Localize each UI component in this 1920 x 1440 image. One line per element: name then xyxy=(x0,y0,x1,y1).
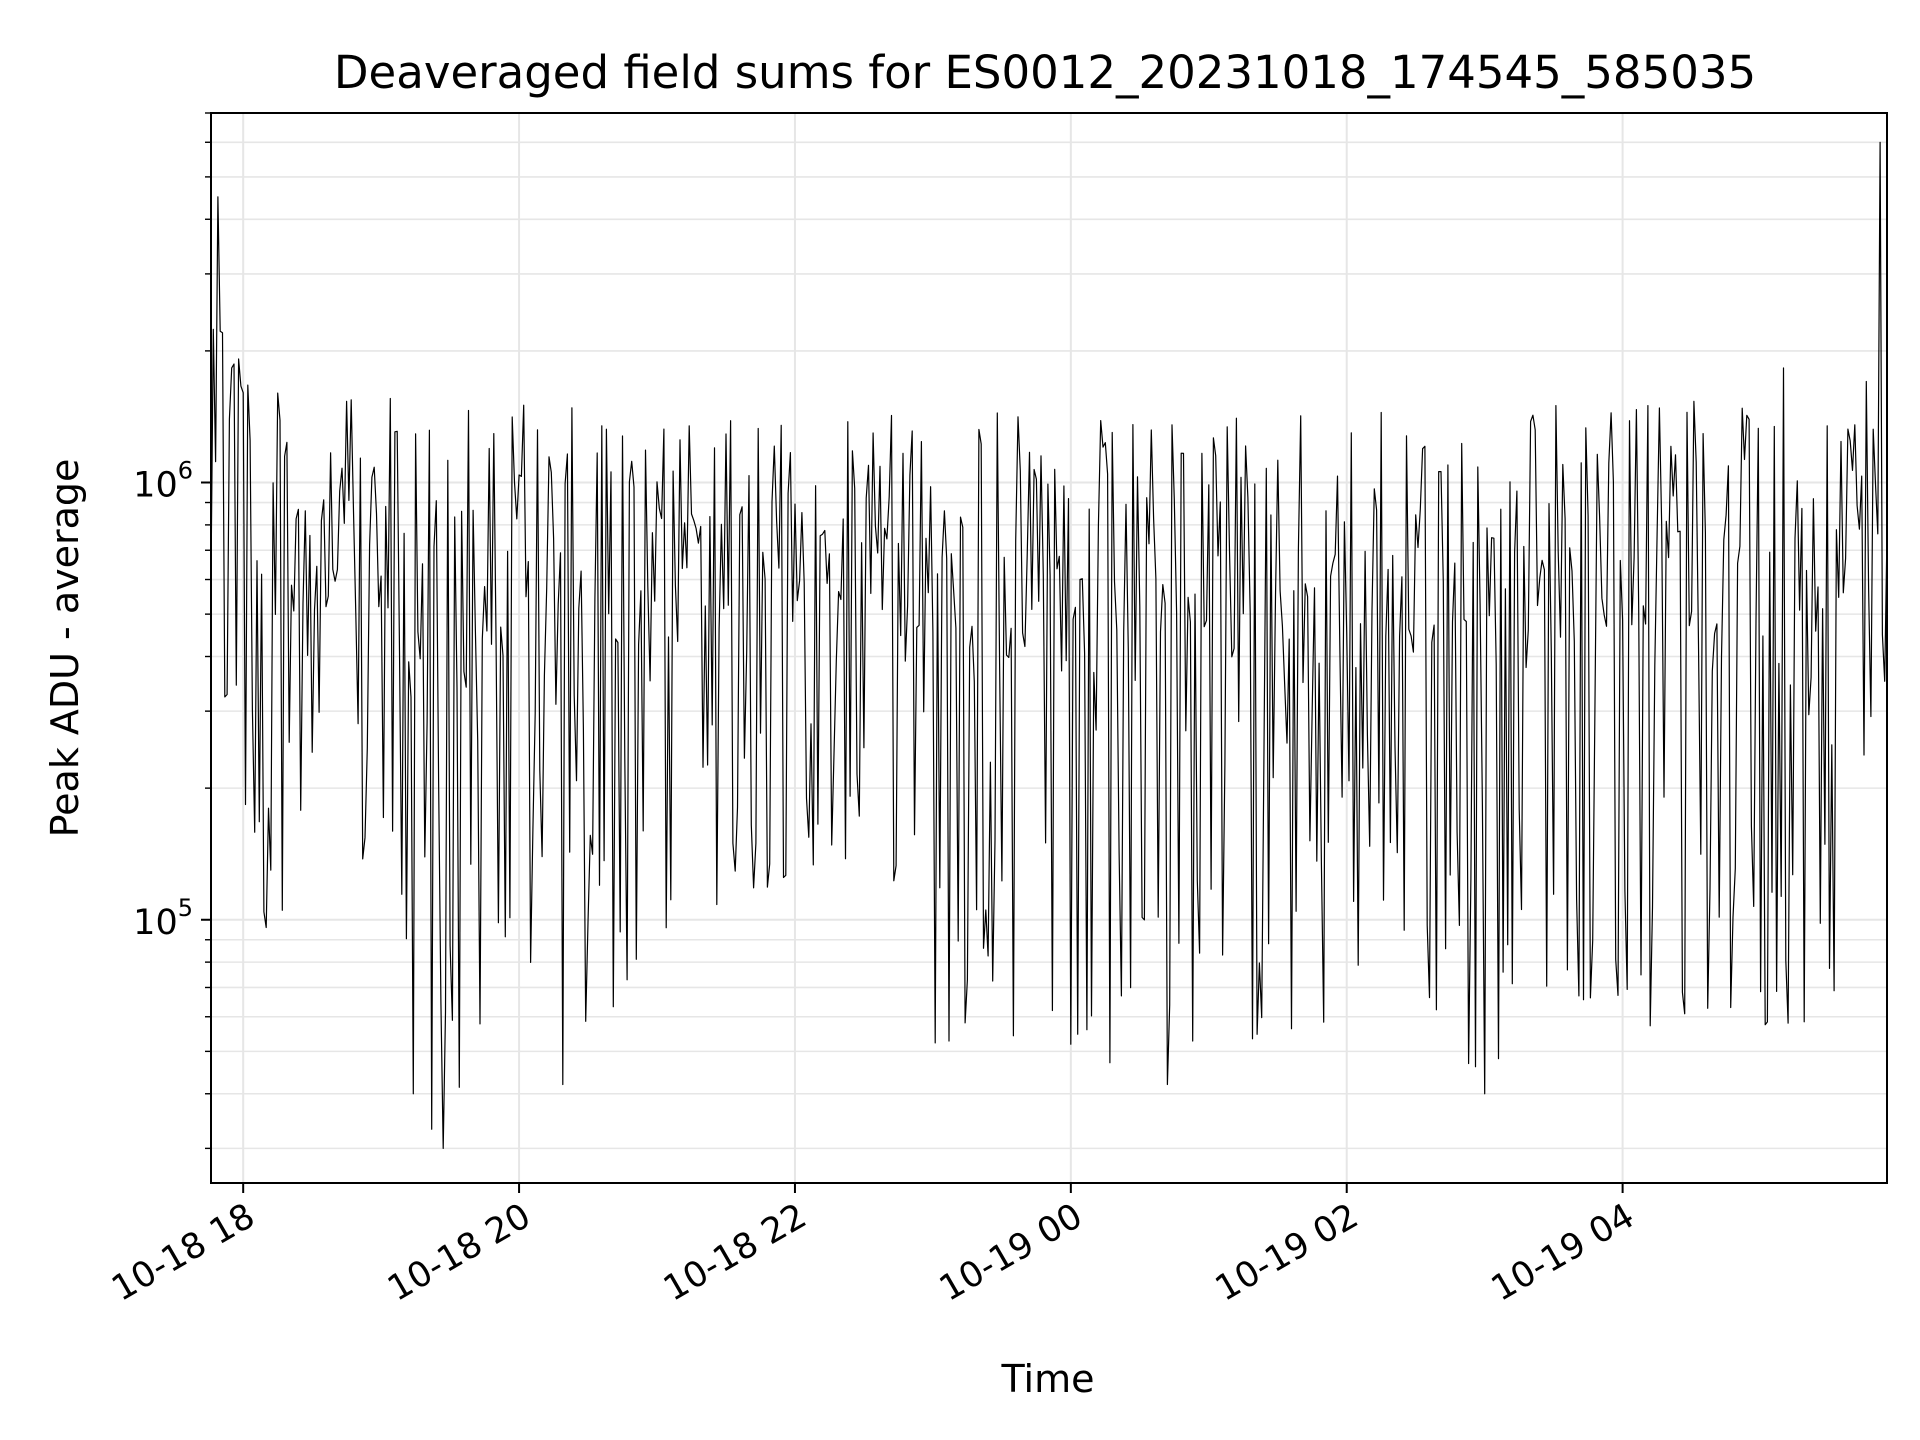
plot-frame xyxy=(210,112,1888,1184)
y-tick-label: 106 xyxy=(133,457,193,506)
series-path xyxy=(210,141,1888,1150)
y-axis-label: Peak ADU - average xyxy=(43,459,87,838)
series-line xyxy=(210,141,1888,1150)
chart-title: Deaveraged field sums for ES0012_2023101… xyxy=(334,46,1756,99)
x-axis-label: Time xyxy=(1001,1357,1095,1401)
y-tick-label: 105 xyxy=(133,894,193,943)
